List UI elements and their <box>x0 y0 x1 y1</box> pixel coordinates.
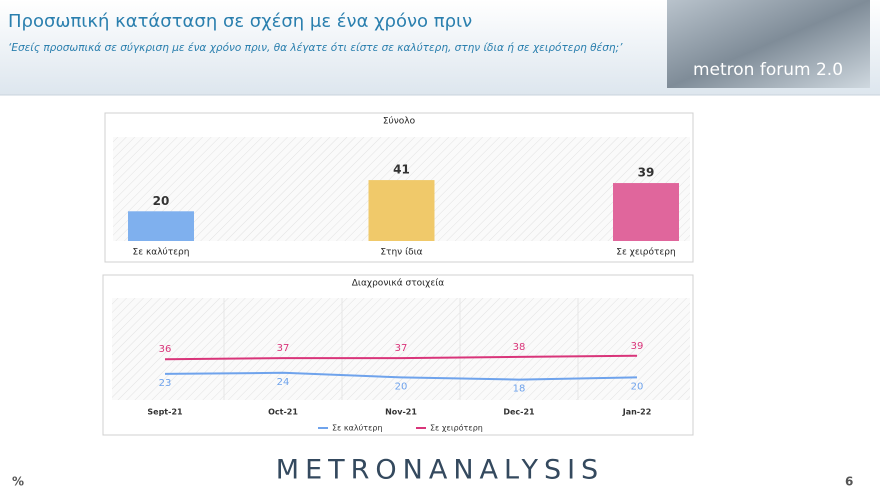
value-label: 37 <box>277 343 290 354</box>
brand: METRONANALYSIS <box>276 455 604 486</box>
bar <box>128 211 194 241</box>
unit-note: % <box>12 475 24 489</box>
category-label: Στην ίδια <box>380 248 422 258</box>
x-tick-label: Sept-21 <box>147 408 183 417</box>
legend-label: Σε χειρότερη <box>430 423 483 433</box>
value-label: 24 <box>277 377 290 388</box>
value-label: 38 <box>513 342 526 353</box>
x-tick-label: Oct-21 <box>268 408 298 417</box>
value-label: 20 <box>395 381 408 392</box>
category-label: Σε χειρότερη <box>616 247 675 258</box>
category-label: Σε καλύτερη <box>133 247 190 258</box>
value-label: 41 <box>393 163 410 177</box>
chart-title: Διαχρονικά στοιχεία <box>352 279 445 289</box>
value-label: 23 <box>159 378 172 389</box>
value-label: 36 <box>159 344 172 355</box>
plot-background <box>112 298 690 400</box>
value-label: 37 <box>395 343 408 354</box>
value-label: 18 <box>513 384 526 395</box>
page-number: 6 <box>845 475 853 489</box>
x-tick-label: Nov-21 <box>385 408 417 417</box>
bar <box>368 180 435 241</box>
logo-image <box>667 0 870 88</box>
bar <box>613 183 679 241</box>
x-tick-label: Dec-21 <box>503 408 535 417</box>
value-label: 39 <box>638 166 655 180</box>
legend-label: Σε καλύτερη <box>332 423 383 433</box>
slide-subtitle: ‘Εσείς προσωπικά σε σύγκριση με ένα χρόν… <box>8 42 623 54</box>
value-label: 20 <box>153 194 170 208</box>
slide-title: Προσωπική κατάσταση σε σχέση με ένα χρόν… <box>8 11 472 32</box>
x-tick-label: Jan-22 <box>622 408 652 417</box>
value-label: 20 <box>631 381 644 392</box>
value-label: 39 <box>631 341 644 352</box>
series-line <box>164 354 638 361</box>
logo-text: metron forum 2.0 <box>693 60 843 80</box>
subtitle-box: ‘Εσείς προσωπικά σε σύγκριση με ένα χρόν… <box>8 42 623 54</box>
chart-title: Σύνολο <box>383 116 416 127</box>
series-line <box>164 371 638 381</box>
